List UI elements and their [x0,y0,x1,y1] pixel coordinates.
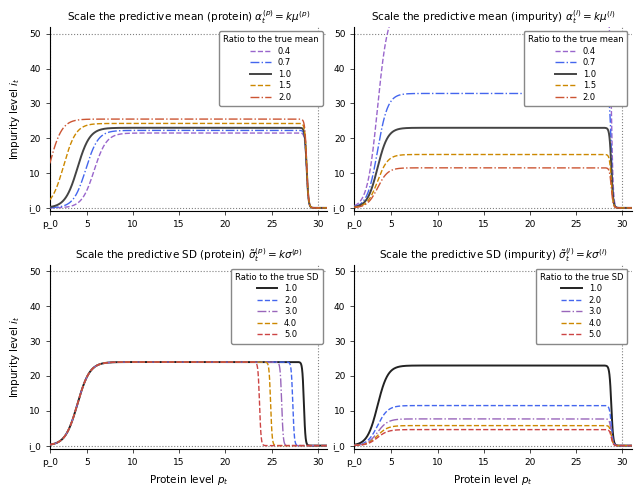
Legend: 1.0, 2.0, 3.0, 4.0, 5.0: 1.0, 2.0, 3.0, 4.0, 5.0 [231,269,323,344]
X-axis label: Protein level $p_t$: Protein level $p_t$ [453,473,533,487]
Title: Scale the predictive SD (protein) $\tilde{\sigma}_t^{(p)} = k\sigma^{(p)}$: Scale the predictive SD (protein) $\tild… [74,246,302,264]
Title: Scale the predictive SD (impurity) $\tilde{\sigma}_t^{(i)} = k\sigma^{(i)}$: Scale the predictive SD (impurity) $\til… [379,246,607,264]
Y-axis label: Impurity level $i_t$: Impurity level $i_t$ [8,315,22,398]
Legend: 0.4, 0.7, 1.0, 1.5, 2.0: 0.4, 0.7, 1.0, 1.5, 2.0 [219,31,323,106]
Legend: 1.0, 2.0, 3.0, 4.0, 5.0: 1.0, 2.0, 3.0, 4.0, 5.0 [536,269,627,344]
Legend: 0.4, 0.7, 1.0, 1.5, 2.0: 0.4, 0.7, 1.0, 1.5, 2.0 [524,31,627,106]
Title: Scale the predictive mean (impurity) $\alpha_t^{(i)} = k\mu^{(i)}$: Scale the predictive mean (impurity) $\a… [371,8,615,26]
Y-axis label: Impurity level $i_t$: Impurity level $i_t$ [8,78,22,160]
X-axis label: Protein level $p_t$: Protein level $p_t$ [148,473,228,487]
Title: Scale the predictive mean (protein) $\alpha_t^{(p)} = k\mu^{(p)}$: Scale the predictive mean (protein) $\al… [67,8,310,26]
